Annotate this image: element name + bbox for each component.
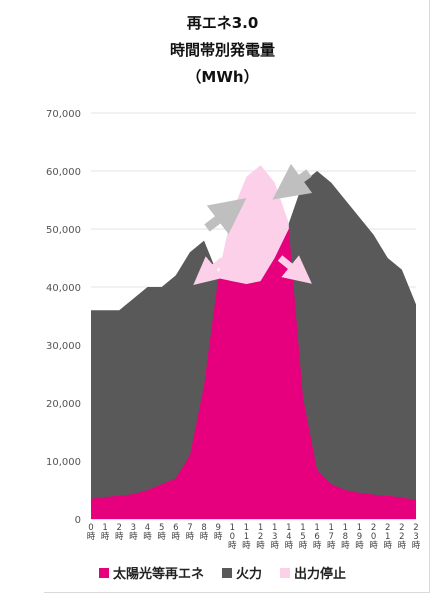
legend-swatch-curtailment — [280, 567, 290, 578]
y-tick-label: 40,000 — [46, 283, 81, 294]
legend-label-thermal: 火力 — [235, 567, 262, 582]
chart-title-line-3: （MWh） — [186, 68, 259, 86]
arrow-curtail-right — [277, 255, 312, 284]
series-areas — [91, 165, 416, 519]
x-axis: 0 時 1 時 2 時 3 時 4 時 5 時 6 時 7 時 8 時 9 時 1 0 時 1 1 時 1 2 時 1 3 時 1 4 時 1 5 時 1 6… — [87, 523, 421, 551]
arrow-thermal-down-right — [272, 163, 313, 200]
legend-label-curtailment: 出力停止 — [294, 567, 347, 582]
y-tick-label: 70,000 — [46, 109, 81, 120]
legend-item-renewable: 太陽光等再エネ — [98, 563, 204, 582]
series-area-renewable — [91, 229, 416, 519]
arrow-curtail-left — [193, 256, 226, 286]
legend-item-thermal: 火力 — [221, 563, 262, 582]
legend-item-curtailment: 出力停止 — [280, 563, 346, 582]
chart-title-line-1: 再エネ3.0 — [186, 14, 259, 32]
y-tick-label: 10,000 — [46, 457, 81, 468]
y-tick-label: 30,000 — [46, 341, 81, 352]
y-tick-label: 50,000 — [46, 225, 81, 236]
arrow-thermal-up-left — [204, 198, 247, 235]
legend-swatch-thermal — [221, 567, 232, 578]
legend-swatch-renewable — [98, 567, 109, 578]
y-axis: 0 10,000 20,000 30,000 40,000 50,000 60,000 70,… — [46, 109, 81, 526]
legend-label-renewable: 太陽光等再エネ — [112, 567, 204, 582]
legend: 太陽光等再エネ 火力 出力停止 — [0, 563, 445, 582]
annotation-arrows — [193, 163, 313, 286]
y-tick-label: 60,000 — [46, 167, 81, 178]
y-tick-label: 20,000 — [46, 399, 81, 410]
chart-title-line-2: 時間帯別発電量 — [169, 41, 275, 59]
series-area-curtailment — [218, 165, 289, 285]
chart-frame — [44, 0, 430, 593]
y-tick-label: 0 — [75, 515, 81, 526]
